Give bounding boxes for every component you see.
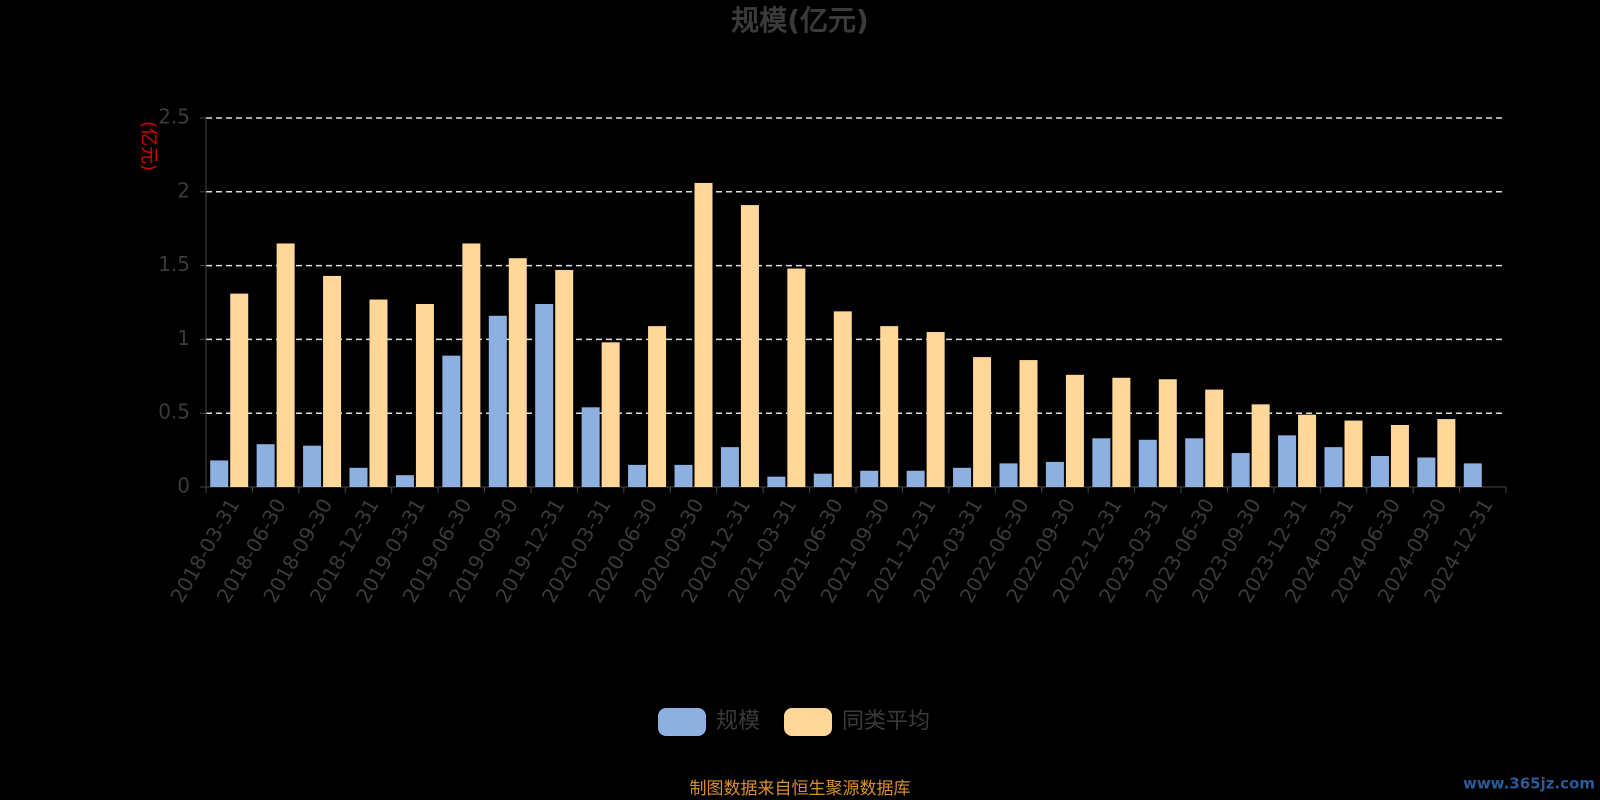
bar [1138, 439, 1157, 487]
bar [1205, 389, 1224, 487]
bar [210, 460, 229, 487]
y-tick-label: 0 [177, 474, 190, 498]
bar [1324, 447, 1343, 487]
bar [787, 268, 806, 487]
bar [230, 293, 249, 487]
bar [1344, 420, 1363, 487]
y-tick-label: 1.5 [158, 252, 190, 276]
bar [767, 476, 786, 487]
y-tick-label: 2.5 [158, 105, 190, 129]
bar [395, 475, 414, 487]
bar [1185, 438, 1204, 487]
bar [1092, 438, 1111, 487]
bar [1278, 435, 1297, 487]
bar [953, 467, 972, 487]
bar [1251, 404, 1270, 487]
bar [535, 303, 554, 487]
bar [648, 326, 667, 487]
y-tick-label: 0.5 [158, 400, 190, 424]
bar [999, 463, 1018, 487]
bar [1437, 419, 1456, 487]
bar [880, 326, 899, 487]
legend-label: 规模 [716, 709, 760, 734]
bar [813, 473, 832, 487]
bar [462, 243, 481, 487]
bar [256, 444, 275, 487]
bar [415, 303, 434, 487]
legend-swatch [784, 708, 833, 736]
bar [1390, 425, 1409, 487]
bar [442, 355, 461, 487]
bar [860, 470, 879, 487]
bar [1231, 453, 1250, 487]
bar [369, 299, 388, 487]
bar [926, 332, 945, 487]
bar [973, 357, 992, 487]
bar [1158, 379, 1177, 487]
bar [303, 445, 322, 487]
bar [720, 447, 739, 487]
bar [1112, 377, 1131, 487]
y-axis-label: (亿元) [138, 121, 159, 171]
y-tick-label: 1 [177, 326, 190, 350]
bar [906, 470, 925, 487]
bar [674, 464, 693, 487]
bar [581, 407, 600, 487]
bar [1463, 463, 1482, 487]
bar [1019, 360, 1038, 487]
legend-label: 同类平均 [842, 709, 930, 734]
legend-swatch [658, 708, 706, 736]
bar [1065, 374, 1084, 487]
bar [276, 243, 295, 487]
source-note: 制图数据来自恒生聚源数据库 [690, 779, 911, 799]
bar [694, 182, 713, 487]
bar [1298, 414, 1317, 487]
bar [740, 205, 759, 488]
watermark: www.365jz.com [1463, 775, 1595, 793]
bar [349, 467, 368, 487]
bar [833, 311, 852, 487]
bar [508, 258, 527, 487]
bar [1370, 456, 1389, 487]
bar [628, 464, 647, 487]
chart-title: 规模(亿元) [731, 4, 869, 37]
bar [323, 275, 342, 487]
bar [555, 270, 574, 487]
bar [1045, 461, 1064, 487]
bar [1417, 457, 1436, 487]
bar [488, 315, 507, 487]
y-tick-label: 2 [177, 178, 190, 202]
bar [601, 342, 620, 487]
